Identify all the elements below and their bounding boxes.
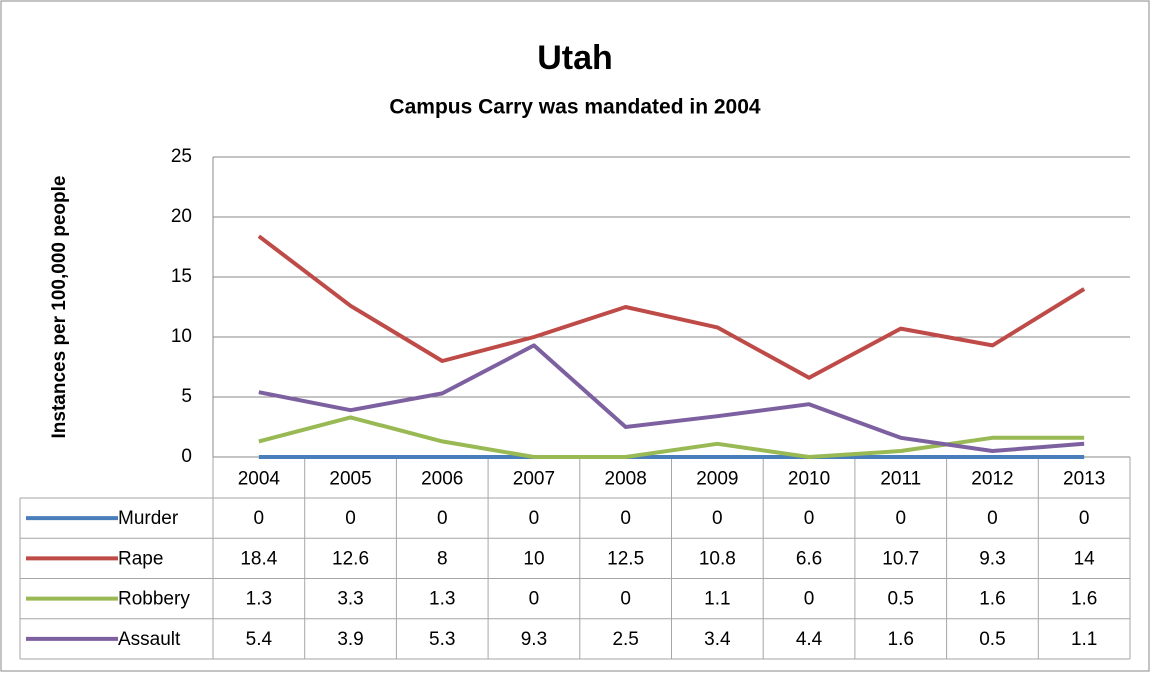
table-value: 14 — [1074, 548, 1096, 569]
table-value: 8 — [437, 548, 448, 569]
table-value: 0.5 — [888, 589, 914, 610]
series-line — [257, 234, 1086, 380]
table-value: 6.6 — [796, 548, 822, 569]
x-tick-label: 2011 — [880, 469, 921, 490]
table-value: 1.1 — [704, 589, 730, 610]
table-value: 9.3 — [521, 629, 547, 650]
table-value: 12.6 — [332, 548, 369, 569]
table-value: 1.6 — [1071, 589, 1097, 610]
legend-label: Murder — [118, 508, 179, 529]
legend-label: Assault — [118, 629, 181, 650]
table-value: 1.1 — [1071, 629, 1097, 650]
table-value: 1.6 — [888, 629, 914, 650]
table-value: 0 — [529, 589, 540, 610]
x-tick-label: 2004 — [238, 469, 281, 490]
table-value: 0 — [987, 508, 998, 529]
series-line — [258, 343, 1085, 453]
table-value: 5.3 — [429, 629, 455, 650]
table-value: 1.6 — [979, 589, 1005, 610]
table-value: 0 — [895, 508, 906, 529]
table-value: 0 — [1079, 508, 1090, 529]
table-value: 0 — [345, 508, 356, 529]
x-tick-label: 2008 — [605, 469, 647, 490]
table-value: 3.4 — [704, 629, 731, 650]
table-value: 2.5 — [612, 629, 638, 650]
table-value: 0 — [529, 508, 540, 529]
x-tick-label: 2010 — [788, 469, 830, 490]
table-value: 1.3 — [429, 589, 455, 610]
x-tick-label: 2013 — [1063, 469, 1105, 490]
table-value: 0 — [804, 508, 815, 529]
table-value: 10.8 — [699, 548, 736, 569]
x-tick-label: 2006 — [421, 469, 463, 490]
x-tick-label: 2009 — [696, 469, 738, 490]
y-tick-label: 20 — [171, 206, 192, 227]
table-value: 0 — [804, 589, 815, 610]
table-value: 3.3 — [337, 589, 363, 610]
table-value: 0 — [620, 589, 631, 610]
y-tick-label: 15 — [171, 266, 192, 287]
table-value: 9.3 — [979, 548, 1005, 569]
table-value: 0 — [712, 508, 723, 529]
legend-label: Robbery — [118, 589, 190, 610]
x-tick-label: 2005 — [329, 469, 371, 490]
y-axis-label: Instances per 100,000 people — [49, 176, 70, 439]
chart-title: Utah — [537, 39, 613, 77]
x-tick-label: 2012 — [971, 469, 1013, 490]
table-value: 5.4 — [246, 629, 273, 650]
table-value: 0 — [620, 508, 631, 529]
table-value: 10.7 — [882, 548, 919, 569]
table-value: 0 — [254, 508, 265, 529]
legend-label: Rape — [118, 548, 163, 569]
x-tick-label: 2007 — [513, 469, 555, 490]
table-value: 3.9 — [337, 629, 363, 650]
chart-subtitle: Campus Carry was mandated in 2004 — [389, 96, 760, 119]
y-tick-label: 25 — [171, 146, 192, 167]
table-value: 0.5 — [979, 629, 1005, 650]
y-tick-label: 10 — [171, 326, 192, 347]
y-tick-label: 0 — [181, 446, 192, 467]
table-value: 4.4 — [796, 629, 823, 650]
table-value: 1.3 — [246, 589, 272, 610]
table-value: 18.4 — [240, 548, 277, 569]
table-value: 0 — [437, 508, 448, 529]
table-value: 12.5 — [607, 548, 644, 569]
table-value: 10 — [523, 548, 544, 569]
y-tick-label: 5 — [181, 386, 192, 407]
